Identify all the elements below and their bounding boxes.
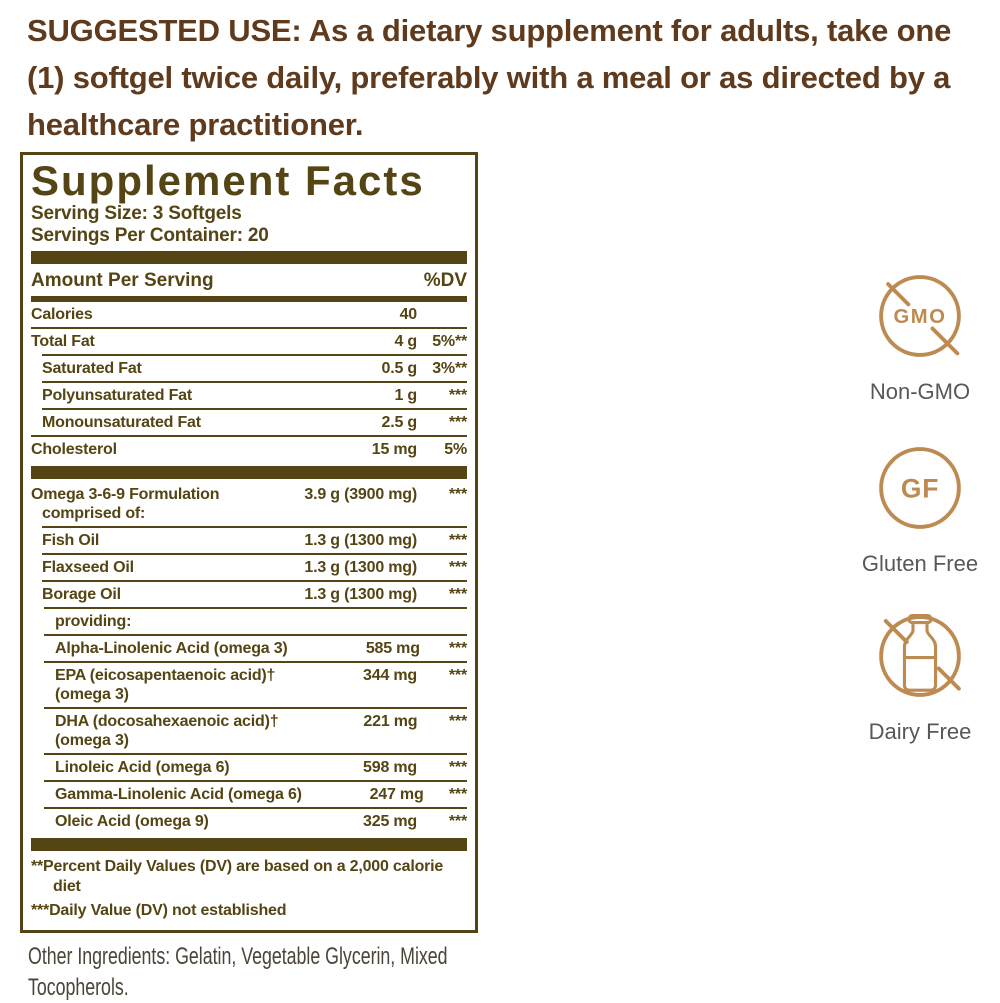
table-row: Borage Oil 1.3 g (1300 mg) *** — [42, 580, 467, 607]
table-row: Polyunsaturated Fat 1 g *** — [42, 381, 467, 408]
nutrient-dv: *** — [448, 559, 467, 576]
nutrient-name: Alpha-Linolenic Acid (omega 3) — [55, 640, 288, 657]
footnote-dv-not-established: ***Daily Value (DV) not established — [31, 902, 287, 919]
nutrient-name-line1: EPA (eicosapentaenoic acid)† — [55, 667, 276, 684]
table-row: Alpha-Linolenic Acid (omega 3) 585 mg **… — [44, 634, 467, 661]
nutrient-dv: *** — [448, 586, 467, 603]
other-ingredients-text: Other Ingredients: Gelatin, Vegetable Gl… — [28, 943, 448, 1001]
table-row: Saturated Fat 0.5 g 3%** — [42, 354, 467, 381]
table-row: Cholesterol 15 mg 5% — [31, 435, 467, 462]
nutrient-amount: 585 mg — [365, 640, 420, 657]
milk-bottle-crossed-circle-icon — [879, 614, 961, 697]
nutrient-name: Calories — [31, 306, 93, 323]
nutrient-dv: *** — [448, 713, 467, 730]
nutrient-name: Fish Oil — [42, 532, 100, 549]
nutrient-dv: *** — [448, 786, 467, 803]
badge-label: Dairy Free — [868, 719, 972, 744]
nutrient-dv: *** — [448, 486, 467, 503]
table-row: Total Fat 4 g 5%** — [31, 327, 467, 354]
nutrient-amount: 325 mg — [363, 813, 417, 830]
table-row: Monounsaturated Fat 2.5 g *** — [42, 408, 467, 435]
gmo-crossed-circle-icon: GMO — [879, 275, 961, 357]
nutrient-dv: 5% — [444, 441, 467, 458]
table-row: DHA (docosahexaenoic acid)† (omega 3) 22… — [44, 707, 467, 753]
nutrient-name: Omega 3-6-9 Formulation comprised of: — [31, 485, 277, 523]
gf-text: GF — [901, 473, 939, 503]
supplement-facts-title: Supplement Facts — [31, 157, 425, 204]
nutrient-name: DHA (docosahexaenoic acid)† (omega 3) — [44, 712, 279, 750]
table-row: Calories 40 — [31, 302, 467, 327]
nutrient-amount: 4 g — [394, 333, 417, 350]
nutrient-name-line2: comprised of: — [42, 505, 146, 522]
table-row: Omega 3-6-9 Formulation comprised of: 3.… — [31, 482, 467, 526]
nutrient-amount: 0.5 g — [381, 360, 418, 377]
nutrient-name-line1: Omega 3-6-9 Formulation — [31, 486, 220, 503]
dv-header: %DV — [423, 270, 467, 291]
badge-non-gmo: GMO Non-GMO — [845, 260, 995, 405]
nutrient-name: Cholesterol — [31, 441, 117, 458]
nutrient-name: Flaxseed Oil — [42, 559, 134, 576]
table-row: Flaxseed Oil 1.3 g (1300 mg) *** — [42, 553, 467, 580]
supplement-facts-panel: Supplement Facts Serving Size: 3 Softgel… — [20, 152, 478, 933]
divider-bar-thick — [31, 466, 467, 479]
table-row: Gamma-Linolenic Acid (omega 6) 247 mg **… — [44, 780, 467, 807]
nutrient-dv: *** — [448, 414, 467, 431]
nutrient-amount: 221 mg — [363, 713, 418, 730]
nutrient-name: EPA (eicosapentaenoic acid)† (omega 3) — [44, 666, 277, 704]
footnote-percent-dv: **Percent Daily Values (DV) are based on… — [31, 858, 444, 895]
servings-per-container: Servings Per Container: 20 — [31, 225, 269, 246]
divider-bar-thick — [31, 251, 467, 264]
suggested-use-text: SUGGESTED USE: As a dietary supplement f… — [27, 13, 952, 142]
nutrient-amount: 1.3 g (1300 mg) — [304, 532, 417, 549]
divider-bar-medium — [31, 296, 467, 302]
nutrient-amount: 1 g — [394, 387, 417, 404]
badge-dairy-free: Dairy Free — [845, 600, 995, 745]
nutrient-amount: 598 mg — [363, 759, 417, 776]
table-row: Oleic Acid (omega 9) 325 mg *** — [44, 807, 467, 834]
nutrient-dv: *** — [448, 813, 467, 830]
nutrient-amount: 344 mg — [363, 667, 417, 684]
nutrient-amount: 1.3 g (1300 mg) — [304, 559, 417, 576]
nutrient-dv: *** — [448, 667, 467, 684]
nutrient-name: Borage Oil — [42, 586, 121, 603]
nutrient-name: Linoleic Acid (omega 6) — [55, 759, 230, 776]
nutrient-amount: 15 mg — [371, 441, 417, 458]
badge-label: Gluten Free — [861, 551, 979, 576]
badge-label: Non-GMO — [869, 379, 971, 404]
nutrient-name: Oleic Acid (omega 9) — [55, 813, 209, 830]
divider-bar-thick — [31, 838, 467, 851]
gf-circle-icon: GF — [879, 447, 961, 529]
nutrient-name: Saturated Fat — [42, 360, 142, 377]
nutrient-name: Monounsaturated Fat — [42, 414, 201, 431]
nutrient-dv: 3%** — [432, 360, 467, 377]
nutrient-dv: *** — [448, 640, 467, 657]
nutrient-amount: 40 — [399, 306, 418, 323]
nutrient-name-line2: (omega 3) — [55, 686, 129, 703]
nutrient-name: Total Fat — [31, 333, 95, 350]
table-row: providing: — [44, 607, 467, 634]
nutrient-amount: 2.5 g — [381, 414, 418, 431]
nutrient-name-line2: (omega 3) — [55, 732, 129, 749]
nutrient-dv: 5%** — [432, 333, 467, 350]
nutrient-amount: 247 mg — [369, 786, 424, 803]
nutrient-dv: *** — [448, 387, 467, 404]
table-row: Linoleic Acid (omega 6) 598 mg *** — [44, 753, 467, 780]
nutrient-name-line1: DHA (docosahexaenoic acid)† — [55, 713, 279, 730]
nutrient-name: Polyunsaturated Fat — [42, 387, 193, 404]
badge-gluten-free: GF Gluten Free — [845, 432, 995, 577]
nutrient-dv: *** — [448, 532, 467, 549]
nutrient-name: providing: — [55, 613, 132, 630]
column-header-row: Amount Per Serving %DV — [31, 267, 467, 294]
table-row: Fish Oil 1.3 g (1300 mg) *** — [42, 526, 467, 553]
nutrient-name: Gamma-Linolenic Acid (omega 6) — [55, 786, 302, 803]
serving-size: Serving Size: 3 Softgels — [31, 203, 242, 224]
nutrient-amount: 3.9 g (3900 mg) — [304, 486, 417, 503]
gmo-text: GMO — [894, 306, 947, 328]
table-row: EPA (eicosapentaenoic acid)† (omega 3) 3… — [44, 661, 467, 707]
amount-per-serving-header: Amount Per Serving — [31, 270, 214, 291]
nutrient-amount: 1.3 g (1300 mg) — [304, 586, 417, 603]
nutrient-dv: *** — [448, 759, 467, 776]
